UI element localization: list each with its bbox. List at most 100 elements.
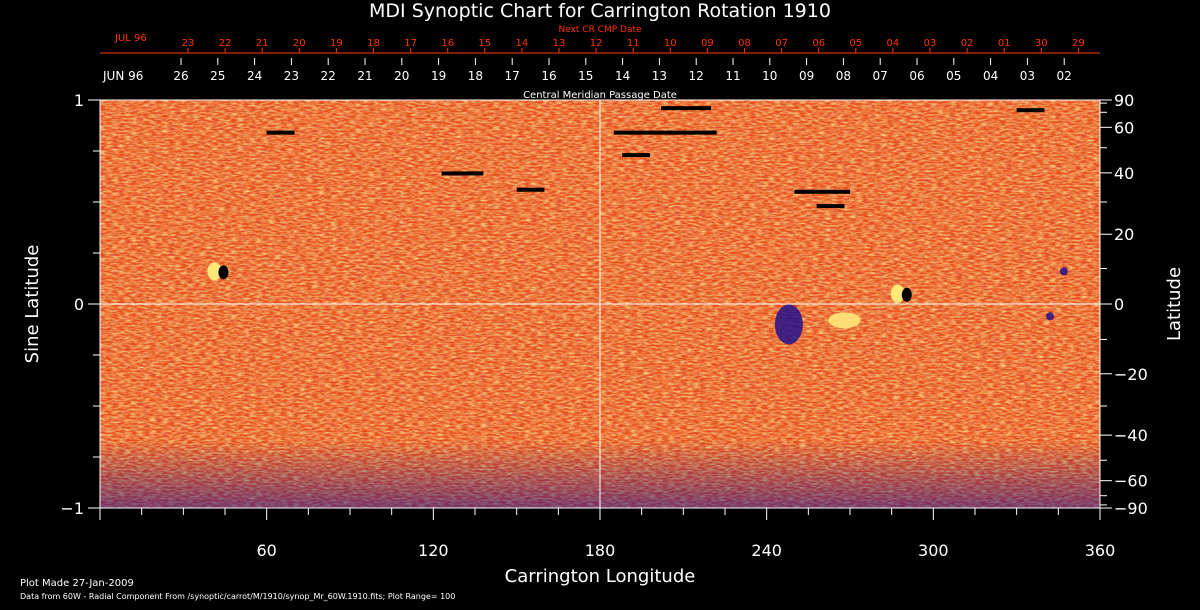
next-cmp-day-label: 18 [367, 38, 380, 49]
data-gap [441, 171, 484, 176]
chart-title: MDI Synoptic Chart for Carrington Rotati… [369, 0, 831, 22]
next-cmp-month: JUL 96 [114, 33, 147, 44]
plot-area [100, 100, 1100, 508]
next-cmp-day-label: 01 [998, 38, 1011, 49]
negative-polarity-patch [774, 304, 803, 345]
x-tick-label: 120 [418, 541, 449, 560]
data-gap [266, 130, 295, 135]
x-tick-label: 180 [585, 541, 616, 560]
y-tick-label-right: 60 [1114, 118, 1134, 137]
top-date-axes: Next CR CMP Date JUL 96 23 22 21 20 19 18 17 16 15… [100, 25, 1100, 101]
cmp-day-label: 20 [394, 69, 409, 83]
cmp-day-label: 11 [725, 69, 740, 83]
cmp-day-label: 15 [578, 69, 593, 83]
next-cmp-day-label: 21 [256, 38, 269, 49]
sunspot-umbra [901, 287, 912, 302]
cmp-day-label: 04 [983, 69, 998, 83]
positive-polarity-patch [207, 262, 222, 281]
y-tick-label-right: 0 [1114, 295, 1124, 314]
next-cmp-day-label: 23 [182, 38, 195, 49]
y-axis-right: 90 60 40 20 0 −20 −40 −60 −90 [1100, 91, 1148, 518]
magnetic-features [207, 262, 1068, 345]
y-tick-label-right: 90 [1114, 91, 1134, 110]
cmp-day-label: 05 [946, 69, 961, 83]
data-gap [622, 153, 650, 158]
next-cmp-day-label: 17 [404, 38, 417, 49]
cmp-month: JUN 96 [102, 69, 143, 83]
x-axis-label: Carrington Longitude [505, 566, 696, 587]
y-tick-label-right: −20 [1114, 365, 1148, 384]
y-tick-label-right: −40 [1114, 426, 1148, 445]
y-axis-label-right: Latitude [1164, 267, 1185, 341]
next-cmp-day-label: 19 [330, 38, 343, 49]
next-cmp-day-label: 29 [1072, 38, 1085, 49]
cmp-day-label: 24 [247, 69, 262, 83]
next-cmp-day-label: 03 [924, 38, 937, 49]
cmp-day-label: 08 [836, 69, 851, 83]
next-cmp-day-label: 08 [738, 38, 751, 49]
next-cmp-day-label: 04 [887, 38, 900, 49]
next-cmp-day-label: 12 [590, 38, 603, 49]
negative-polarity-patch [1059, 267, 1068, 276]
x-tick-label: 60 [256, 541, 276, 560]
cmp-day-label: 22 [321, 69, 336, 83]
next-cmp-day-label: 05 [849, 38, 862, 49]
cmp-day-label: 26 [173, 69, 188, 83]
data-gaps [266, 106, 1045, 209]
next-cmp-day-label: 20 [293, 38, 306, 49]
data-gap [661, 106, 712, 111]
cmp-caption: Central Meridian Passage Date [523, 90, 677, 101]
next-cmp-day-label: 13 [553, 38, 566, 49]
plot-made-date: Plot Made 27-Jan-2009 [20, 578, 134, 589]
cmp-day-label: 02 [1057, 69, 1072, 83]
y-tick-label-right: −60 [1114, 472, 1148, 491]
cmp-day-label: 03 [1020, 69, 1035, 83]
next-cmp-day-label: 30 [1035, 38, 1048, 49]
y-axis-left: −1 0 1 [60, 91, 100, 518]
sunspot-umbra [218, 265, 229, 280]
y-axis-label-left: Sine Latitude [22, 245, 43, 364]
cmp-day-label: 17 [505, 69, 520, 83]
next-cmp-day-label: 10 [664, 38, 677, 49]
cmp-day-label: 09 [799, 69, 814, 83]
cmp-day-label: 18 [468, 69, 483, 83]
cmp-day-label: 13 [652, 69, 667, 83]
y-tick-label-left: −1 [60, 499, 84, 518]
data-source-note: Data from 60W - Radial Component From /s… [20, 592, 456, 601]
cmp-day-label: 07 [873, 69, 888, 83]
y-tick-label-left: 1 [74, 91, 84, 110]
data-gap [516, 187, 545, 192]
negative-polarity-patch [1046, 312, 1054, 321]
cmp-day-label: 21 [357, 69, 372, 83]
next-cmp-day-label: 16 [441, 38, 454, 49]
next-cmp-day-label: 15 [478, 38, 491, 49]
cmp-day-label: 23 [284, 69, 299, 83]
y-tick-label-right: 20 [1114, 225, 1134, 244]
y-tick-label-right: −90 [1114, 499, 1148, 518]
next-cmp-day-label: 07 [775, 38, 788, 49]
next-cmp-day-label: 06 [812, 38, 825, 49]
data-gap [1016, 108, 1045, 113]
cmp-day-label: 12 [689, 69, 704, 83]
next-cmp-day-label: 22 [219, 38, 232, 49]
x-tick-label: 360 [1085, 541, 1116, 560]
positive-polarity-patch [828, 312, 861, 329]
x-axis: 60 120 180 240 300 360 [99, 508, 1116, 560]
next-cmp-day-label: 14 [516, 38, 529, 49]
y-tick-label-left: 0 [74, 295, 84, 314]
next-cmp-day-label: 02 [961, 38, 974, 49]
next-cmp-day-label: 11 [627, 38, 640, 49]
positive-polarity-patch [890, 284, 905, 303]
data-gap [794, 189, 850, 194]
cmp-day-label: 16 [541, 69, 556, 83]
next-cmp-day-label: 09 [701, 38, 714, 49]
data-gap [816, 204, 845, 209]
cmp-day-label: 10 [762, 69, 777, 83]
cmp-day-label: 25 [210, 69, 225, 83]
x-tick-label: 300 [918, 541, 949, 560]
cmp-day-label: 14 [615, 69, 630, 83]
cmp-day-label: 06 [909, 69, 924, 83]
cmp-day-label: 19 [431, 69, 446, 83]
y-tick-label-right: 40 [1114, 164, 1134, 183]
